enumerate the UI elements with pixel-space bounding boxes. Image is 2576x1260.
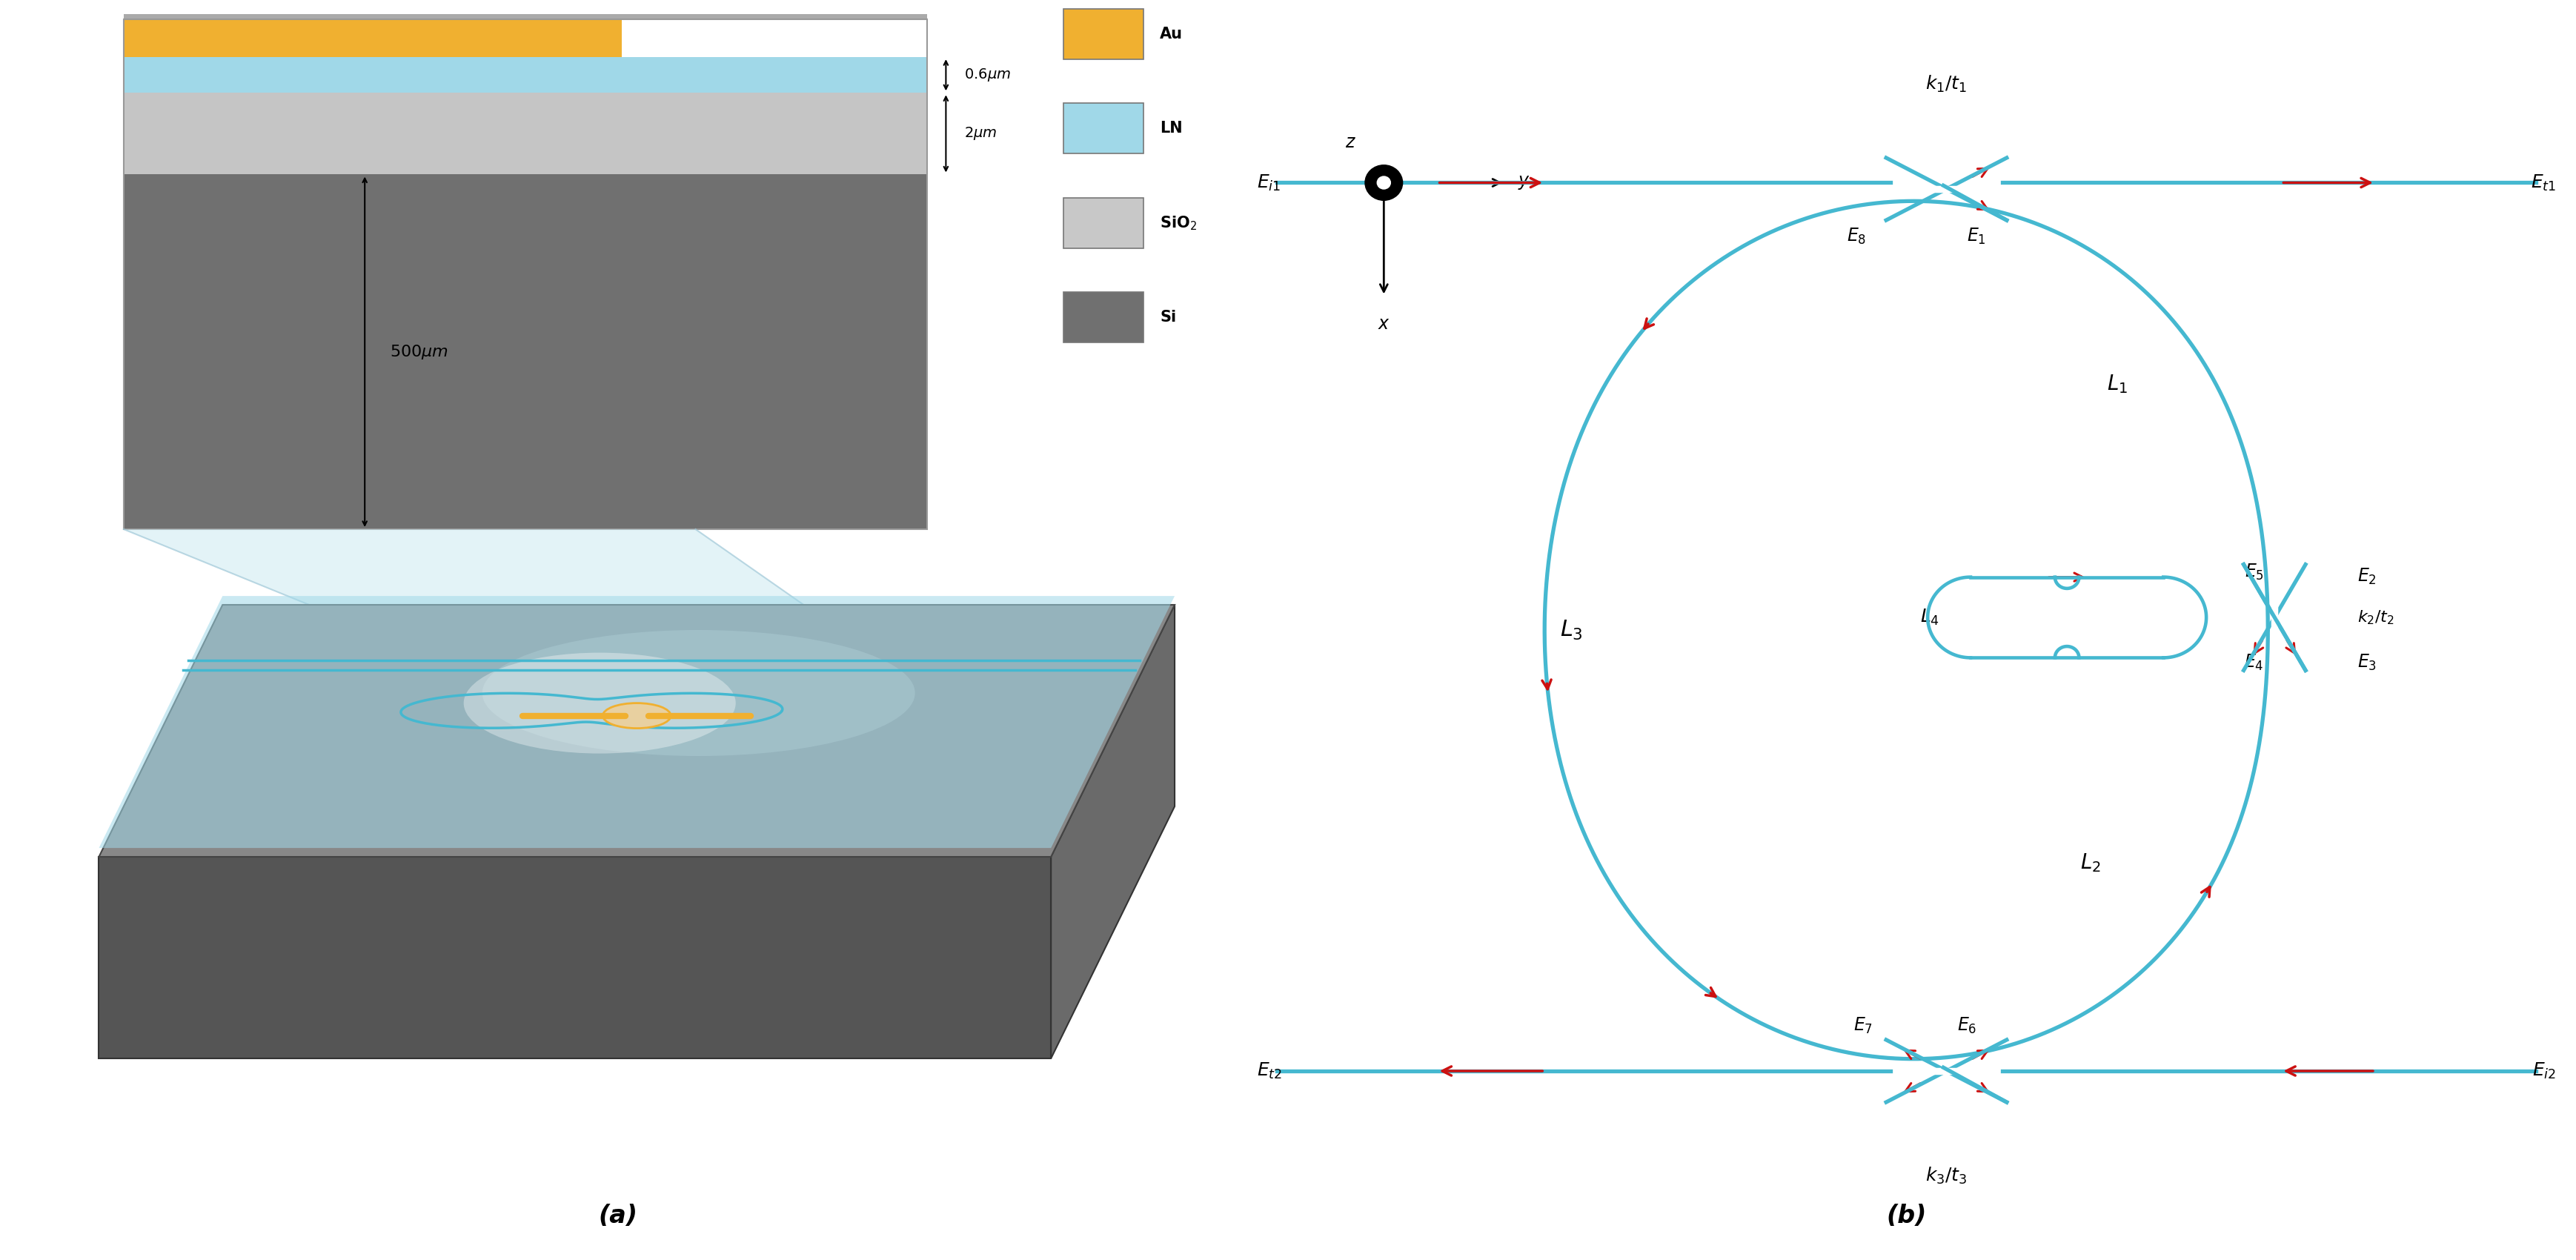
Text: $L_3$: $L_3$	[1561, 619, 1582, 641]
Text: $E_6$: $E_6$	[1958, 1017, 1976, 1036]
Bar	[124, 175, 927, 529]
Text: $500\mu m$: $500\mu m$	[389, 343, 448, 360]
Text: $E_2$: $E_2$	[2357, 567, 2378, 586]
Text: SiO$_2$: SiO$_2$	[1159, 214, 1198, 232]
Polygon shape	[98, 857, 1051, 1058]
Text: $L_1$: $L_1$	[2107, 373, 2128, 396]
Bar	[1064, 103, 1144, 154]
Text: $L_4$: $L_4$	[1922, 607, 1940, 627]
Text: $E_{t2}$: $E_{t2}$	[1257, 1061, 1283, 1081]
Bar	[124, 14, 927, 19]
Circle shape	[1365, 165, 1401, 200]
Text: $k_2 / t_2$: $k_2 / t_2$	[2357, 609, 2396, 626]
Polygon shape	[1051, 605, 1175, 1058]
Text: $L_2$: $L_2$	[2081, 852, 2102, 874]
Bar	[124, 19, 621, 57]
Bar	[124, 93, 927, 175]
Polygon shape	[124, 529, 804, 605]
Ellipse shape	[464, 653, 737, 753]
Text: $2\mu m$: $2\mu m$	[963, 126, 997, 142]
Text: (a): (a)	[598, 1205, 639, 1228]
Text: $E_4$: $E_4$	[2244, 653, 2264, 672]
Bar	[124, 57, 927, 93]
Text: (b): (b)	[1886, 1205, 1927, 1228]
Text: $E_3$: $E_3$	[2357, 653, 2378, 672]
Text: $0.6\mu m$: $0.6\mu m$	[963, 67, 1012, 83]
Text: Au: Au	[1159, 26, 1182, 42]
Text: $z$: $z$	[1345, 134, 1355, 151]
Text: $E_1$: $E_1$	[1965, 227, 1986, 246]
Bar	[1064, 9, 1144, 59]
Polygon shape	[98, 596, 1175, 848]
Text: $E_5$: $E_5$	[2244, 563, 2264, 582]
Bar	[1064, 292, 1144, 343]
Bar	[124, 19, 927, 529]
Text: $E_{i1}$: $E_{i1}$	[1257, 173, 1280, 193]
Text: LN: LN	[1159, 121, 1182, 136]
Text: Si: Si	[1159, 310, 1177, 325]
Bar	[1064, 198, 1144, 248]
Text: $E_{t1}$: $E_{t1}$	[2530, 173, 2555, 193]
Text: $E_7$: $E_7$	[1855, 1017, 1873, 1036]
Text: $k_1 / t_1$: $k_1 / t_1$	[1927, 74, 1968, 94]
Text: $y$: $y$	[1517, 174, 1530, 192]
Ellipse shape	[603, 703, 670, 728]
Polygon shape	[98, 605, 1175, 857]
Text: $E_8$: $E_8$	[1847, 227, 1865, 246]
Text: $x$: $x$	[1378, 315, 1391, 333]
Text: $k_3 / t_3$: $k_3 / t_3$	[1927, 1166, 1968, 1186]
Circle shape	[1378, 176, 1391, 189]
Ellipse shape	[482, 630, 914, 756]
Text: $E_{i2}$: $E_{i2}$	[2532, 1061, 2555, 1081]
